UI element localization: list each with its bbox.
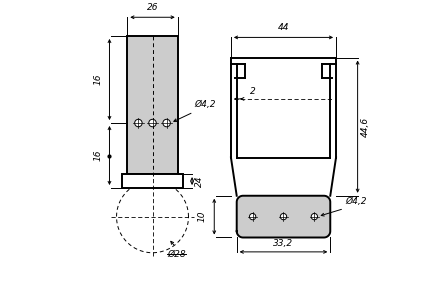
Text: 26: 26 [147,3,158,12]
Text: 33,2: 33,2 [273,239,293,248]
Text: 10: 10 [198,211,207,222]
Circle shape [149,119,156,127]
Circle shape [280,213,286,220]
Text: 44: 44 [278,23,289,32]
Circle shape [135,119,142,127]
Text: Ø4,2: Ø4,2 [345,197,367,206]
Text: Ø4,2: Ø4,2 [194,100,216,109]
Bar [122,174,183,188]
Text: 16: 16 [93,150,102,161]
Text: 44,6: 44,6 [361,117,369,137]
Text: 16: 16 [93,74,102,85]
Text: 24: 24 [195,175,204,187]
Circle shape [311,213,317,220]
Circle shape [249,213,256,220]
Bar [127,36,178,174]
Text: 2: 2 [250,87,255,96]
Text: Ø28: Ø28 [168,250,186,259]
Circle shape [163,119,170,127]
Polygon shape [237,196,330,238]
